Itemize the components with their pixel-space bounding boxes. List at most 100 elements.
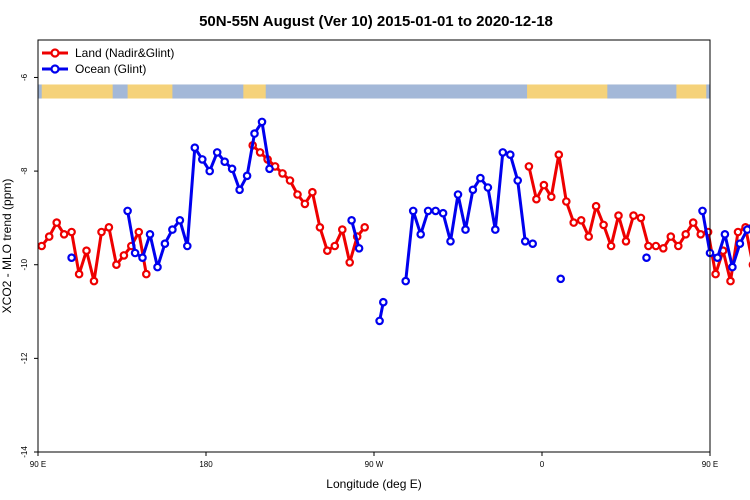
data-point [490, 225, 500, 234]
data-point [153, 262, 162, 272]
data-point [614, 211, 623, 220]
data-point [733, 227, 743, 237]
legend-label: Land (Nadir&Glint) [75, 46, 174, 60]
data-point [498, 148, 508, 157]
data-point [728, 262, 737, 272]
data-point [713, 253, 722, 263]
data-point [636, 213, 646, 223]
data-point [726, 276, 735, 286]
data-point [711, 269, 720, 279]
series-line [350, 219, 361, 249]
data-point [569, 218, 579, 227]
data-point [698, 206, 707, 216]
series-land [37, 141, 750, 286]
series-line [404, 150, 534, 282]
data-point [293, 190, 302, 199]
y-tick-label: -10 [20, 258, 29, 270]
data-point [138, 253, 147, 263]
data-point [401, 276, 411, 286]
data-point [696, 230, 706, 239]
data-point [720, 230, 730, 239]
data-point [300, 199, 310, 209]
data-point [446, 237, 455, 246]
y-tick-label: -14 [20, 446, 29, 458]
data-point [505, 150, 515, 160]
ocean-band-segment [265, 84, 528, 99]
data-point [337, 225, 347, 234]
data-point [220, 157, 230, 167]
data-point [82, 246, 91, 256]
data-point [375, 316, 384, 326]
data-point [44, 232, 54, 241]
data-point [123, 206, 132, 216]
data-point [242, 171, 252, 181]
legend-marker [50, 64, 60, 74]
data-point [556, 274, 566, 284]
x-tick-label: 90 E [30, 460, 46, 469]
data-point [743, 225, 750, 234]
data-point [255, 148, 265, 157]
data-point [528, 239, 538, 249]
data-point [227, 164, 237, 174]
data-point [308, 187, 317, 197]
data-point [658, 244, 668, 253]
data-point [190, 143, 200, 153]
data-point [524, 162, 534, 171]
data-point [37, 241, 47, 251]
data-point [416, 230, 426, 239]
data-point [539, 180, 549, 190]
data-point [285, 176, 295, 185]
data-point [145, 230, 155, 239]
data-point [315, 223, 325, 232]
ocean-band-segment [38, 84, 42, 99]
data-point [354, 244, 364, 253]
ocean-band-segment [112, 84, 128, 99]
data-point [546, 192, 556, 202]
series-layer [37, 117, 750, 326]
data-point [591, 201, 601, 211]
data-point [561, 197, 571, 206]
data-point [347, 216, 356, 225]
ocean-band-segment [172, 84, 244, 99]
data-point [130, 248, 140, 258]
data-point [235, 185, 244, 195]
data-point [644, 241, 653, 251]
data-point [67, 227, 76, 237]
chart-title: 50N-55N August (Ver 10) 2015-01-01 to 20… [199, 13, 553, 30]
data-point [438, 208, 448, 218]
data-point [104, 223, 114, 232]
data-point [408, 206, 418, 216]
data-point [134, 227, 144, 237]
legend-label: Ocean (Glint) [75, 62, 146, 76]
data-point [584, 232, 594, 241]
data-point [532, 194, 541, 204]
data-point [453, 190, 463, 199]
ocean-band-segment [607, 84, 677, 99]
data-point [175, 216, 185, 225]
data-point [322, 246, 332, 256]
data-point [160, 239, 170, 249]
data-point [212, 148, 222, 157]
data-point [330, 241, 340, 251]
data-point [265, 164, 274, 174]
x-tick-label: 90 E [702, 460, 718, 469]
legend: Land (Nadir&Glint) Ocean (Glint) [42, 46, 174, 76]
data-point [461, 225, 470, 234]
data-point [651, 241, 661, 251]
data-point [198, 155, 207, 164]
data-point [119, 251, 129, 260]
x-tick-label: 0 [540, 460, 545, 469]
x-tick-label: 90 W [365, 460, 384, 469]
x-tick-label: 180 [199, 460, 213, 469]
data-point [468, 185, 478, 195]
data-point [67, 253, 76, 263]
ocean-band-segment [706, 84, 710, 99]
data-point [52, 218, 62, 227]
data-point [278, 169, 287, 178]
data-point [360, 223, 370, 232]
data-point [74, 269, 84, 279]
y-tick-label: -12 [20, 352, 29, 364]
y-tick-label: -6 [20, 73, 29, 81]
data-point [520, 237, 530, 246]
